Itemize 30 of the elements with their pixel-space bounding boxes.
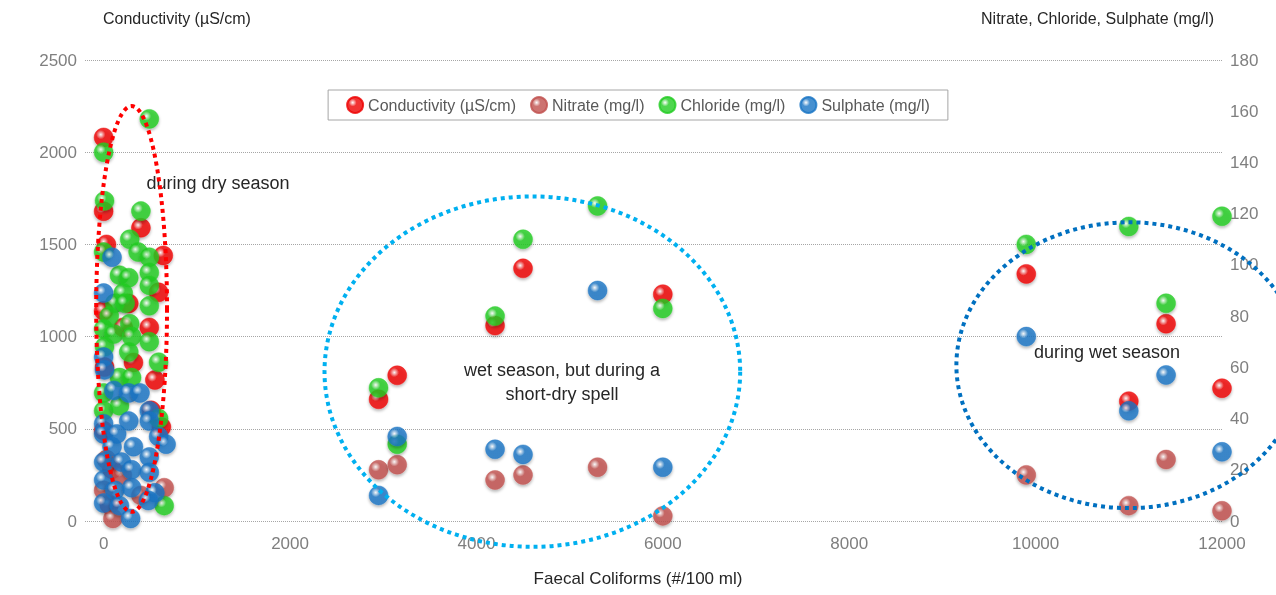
y-axis-title: Conductivity (µS/cm) xyxy=(103,9,251,27)
y-tick-label: 1000 xyxy=(39,327,77,347)
x-axis-title: Faecal Coliforms (#/100 ml) xyxy=(533,569,743,588)
y-tick-label: 500 xyxy=(48,419,77,439)
annotation: during wet season xyxy=(1033,342,1181,362)
x-tick-label: 0 xyxy=(98,534,109,553)
y2-tick-label: 120 xyxy=(1230,204,1259,224)
y2-tick-label: 60 xyxy=(1230,357,1249,377)
legend-label: Sulphate (mg/l) xyxy=(821,96,930,114)
y-tick-label: 0 xyxy=(67,511,77,531)
x-tick-label: 8000 xyxy=(830,534,869,553)
y2-tick-label: 80 xyxy=(1230,306,1249,326)
y2-tick-label: 40 xyxy=(1230,409,1249,429)
x-tick-label: 10000 xyxy=(1011,534,1060,553)
x-tick-label: 2000 xyxy=(271,534,309,553)
y-tick-label: 2500 xyxy=(39,50,77,70)
legend-label: Nitrate (mg/l) xyxy=(552,96,645,114)
y2-tick-label: 0 xyxy=(1230,511,1240,531)
y2-axis-title: Nitrate, Chloride, Sulphate (mg/l) xyxy=(981,9,1214,27)
legend-label: Chloride (mg/l) xyxy=(680,96,786,114)
y2-tick-label: 180 xyxy=(1230,50,1259,70)
y-tick-label: 1500 xyxy=(39,234,77,254)
x-tick-label: 12000 xyxy=(1198,534,1246,553)
y-tick-label: 2000 xyxy=(39,142,77,162)
annotation: during dry season xyxy=(146,173,290,193)
legend-label: Conductivity (µS/cm) xyxy=(368,96,517,114)
y2-tick-label: 140 xyxy=(1230,152,1259,172)
annotation: wet season, but during a short-dry spell xyxy=(462,360,662,404)
x-tick-label: 6000 xyxy=(643,534,682,553)
y2-tick-label: 160 xyxy=(1230,101,1259,121)
